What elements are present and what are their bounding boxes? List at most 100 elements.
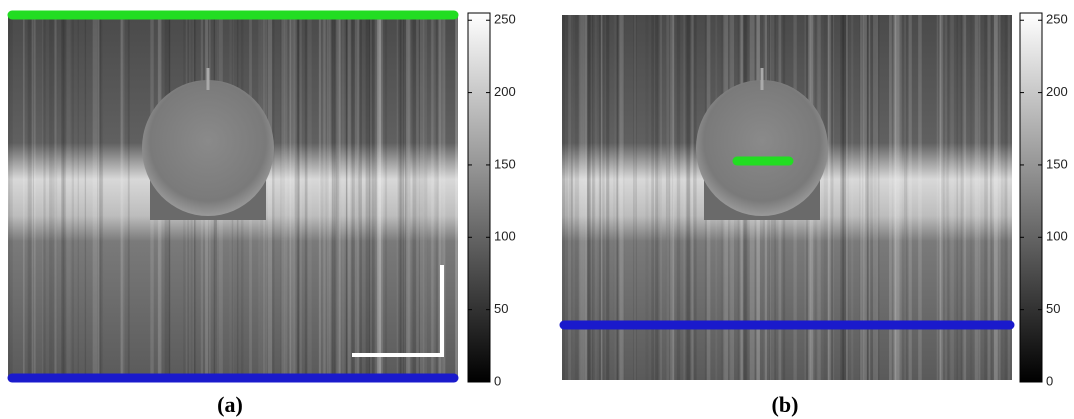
streak	[8, 15, 11, 380]
streak	[406, 15, 411, 380]
streak	[592, 15, 596, 380]
oct-image	[8, 15, 458, 380]
streak	[865, 15, 869, 380]
streak	[441, 15, 446, 380]
streak	[384, 15, 388, 380]
streak	[31, 15, 36, 380]
streak	[418, 15, 424, 380]
streak	[77, 15, 79, 380]
streak	[61, 15, 65, 380]
streak	[562, 15, 566, 380]
colorbar	[467, 12, 491, 383]
tick-label: 0	[1046, 373, 1053, 388]
streak	[862, 15, 867, 380]
streak	[877, 15, 880, 380]
streak	[619, 15, 623, 380]
streak	[455, 15, 458, 380]
streak	[326, 15, 331, 380]
streak	[322, 15, 324, 380]
streak	[299, 15, 302, 380]
streak	[405, 15, 410, 380]
tick-label: 100	[1046, 229, 1068, 244]
streak	[991, 15, 993, 380]
streak	[585, 15, 589, 380]
tick-label: 0	[494, 373, 501, 388]
streak	[323, 15, 326, 380]
streak	[580, 15, 584, 380]
streak	[443, 15, 446, 380]
tick-label: 150	[494, 156, 516, 171]
streak	[868, 15, 870, 380]
streak	[336, 15, 341, 380]
streak	[318, 15, 322, 380]
streak	[578, 15, 583, 380]
streak	[127, 15, 130, 380]
streak	[120, 15, 125, 380]
streak	[830, 15, 834, 380]
streak	[659, 15, 663, 380]
streak	[365, 15, 371, 380]
ball	[142, 80, 274, 216]
streak	[669, 15, 675, 380]
streak	[823, 15, 829, 380]
streak	[84, 15, 87, 380]
streak	[289, 15, 292, 380]
streak	[606, 15, 610, 380]
streak	[8, 15, 13, 380]
streak	[22, 15, 25, 380]
streak	[598, 15, 601, 380]
streak	[908, 15, 912, 380]
streak	[1001, 15, 1004, 380]
streak	[331, 15, 334, 380]
streak	[866, 15, 869, 380]
streak	[335, 15, 340, 380]
streak	[904, 15, 907, 380]
streak	[956, 15, 958, 380]
panel-label: (a)	[217, 392, 243, 417]
streak	[842, 15, 846, 380]
streak	[341, 15, 345, 380]
streak	[423, 15, 428, 380]
streak	[376, 15, 382, 380]
streak	[583, 15, 587, 380]
streak	[657, 15, 662, 380]
streak	[284, 15, 288, 380]
streak	[622, 15, 625, 380]
streak	[832, 15, 835, 380]
streak	[936, 15, 938, 380]
streak	[860, 15, 865, 380]
streak	[827, 15, 830, 380]
streak	[370, 15, 372, 380]
streak	[691, 15, 695, 380]
streak	[27, 15, 30, 380]
streak	[846, 15, 848, 380]
streak	[593, 15, 597, 380]
streak	[945, 15, 948, 380]
streak	[333, 15, 339, 380]
streak	[304, 15, 308, 380]
image-panel	[7, 10, 459, 383]
streak	[568, 15, 572, 380]
streak	[267, 15, 273, 380]
streak	[357, 15, 362, 380]
streak	[873, 15, 877, 380]
streak	[417, 15, 419, 380]
streak	[324, 15, 329, 380]
streak	[939, 15, 942, 380]
streak	[571, 15, 574, 380]
streak	[420, 15, 425, 380]
streak	[613, 15, 617, 380]
streak	[864, 15, 868, 380]
streak	[984, 15, 988, 380]
streak	[378, 15, 383, 380]
streak	[671, 15, 674, 380]
streak	[645, 15, 649, 380]
streak	[292, 15, 298, 380]
streak	[434, 15, 439, 380]
streak	[599, 15, 602, 380]
streak	[889, 15, 893, 380]
streak	[562, 15, 567, 380]
scale-bar	[352, 265, 444, 357]
streak	[686, 15, 691, 380]
